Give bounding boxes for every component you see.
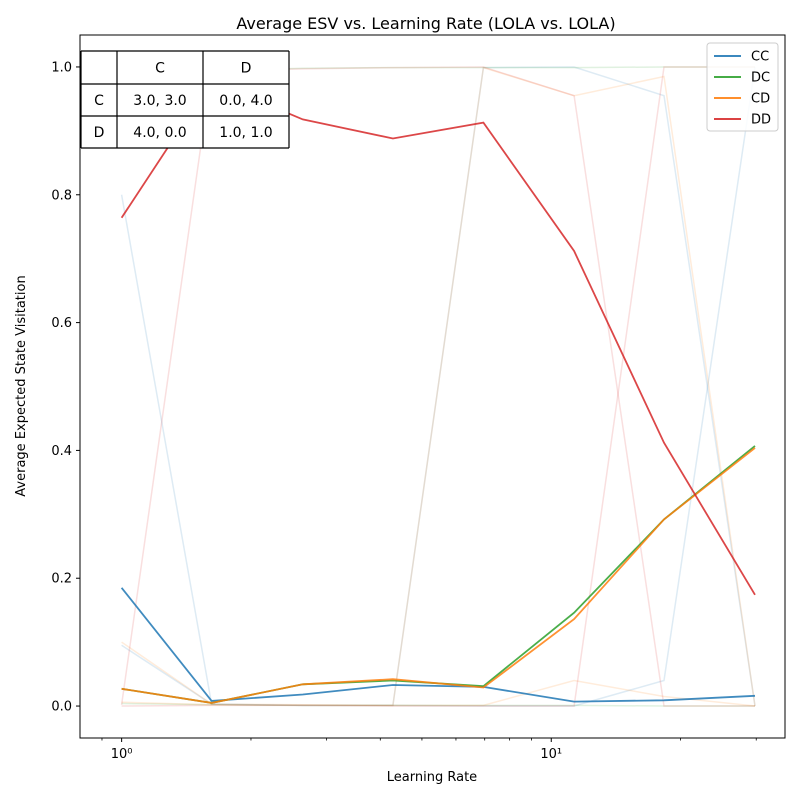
- y-tick-label: 1.0: [51, 60, 72, 75]
- legend-box: [706, 42, 779, 132]
- table-background: [81, 51, 289, 148]
- y-tick-label: 0.2: [51, 572, 72, 587]
- y-tick-label: 0.8: [51, 188, 72, 203]
- x-axis-title: Learning Rate: [387, 770, 477, 785]
- legend-label-cc: CC: [751, 50, 769, 65]
- payoff-table: C DC 3.0, 3.0 0.0, 4.0D 4.0, 0.0 1.0, 1.0: [80, 50, 290, 149]
- plot-frame: [79, 34, 786, 739]
- legend: CC DC CD DD: [706, 42, 779, 132]
- faint-series-line-0: [121, 66, 756, 707]
- chart-title: Average ESV vs. Learning Rate (LOLA vs. …: [236, 14, 615, 33]
- main-series-layer: [120, 79, 756, 704]
- faint-series-line-1: [120, 66, 756, 707]
- table-col-header: D: [241, 61, 252, 77]
- table-row-header: C: [94, 93, 104, 109]
- y-axis-title: Average Expected State Visitation: [14, 275, 29, 496]
- x-tick-label: 10¹: [540, 747, 562, 762]
- series-line-cd: [121, 447, 756, 704]
- table-cell: 1.0, 1.0: [219, 125, 272, 141]
- table-col-header: C: [155, 61, 165, 77]
- axes-layer: 0.0 0.2 0.4 0.6 0.8 1.0 10⁰ 10¹: [51, 60, 757, 762]
- legend-label-cd: CD: [751, 92, 770, 107]
- legend-label-dc: DC: [751, 71, 770, 86]
- x-tick-label: 10⁰: [111, 747, 133, 762]
- legend-label-dd: DD: [751, 113, 771, 128]
- table-cell: 0.0, 4.0: [219, 93, 272, 109]
- faint-series-line-5: [121, 679, 756, 707]
- faint-series-line-3: [121, 702, 755, 707]
- table-cell: 4.0, 0.0: [133, 125, 186, 141]
- y-tick-label: 0.4: [51, 444, 72, 459]
- table-cell: 3.0, 3.0: [133, 93, 186, 109]
- y-tick-label: 0.0: [51, 700, 72, 715]
- y-tick-label: 0.6: [51, 316, 72, 331]
- faint-series-line-4: [121, 66, 756, 707]
- faint-series-line-7: [121, 66, 755, 707]
- table-row-header: D: [94, 125, 105, 141]
